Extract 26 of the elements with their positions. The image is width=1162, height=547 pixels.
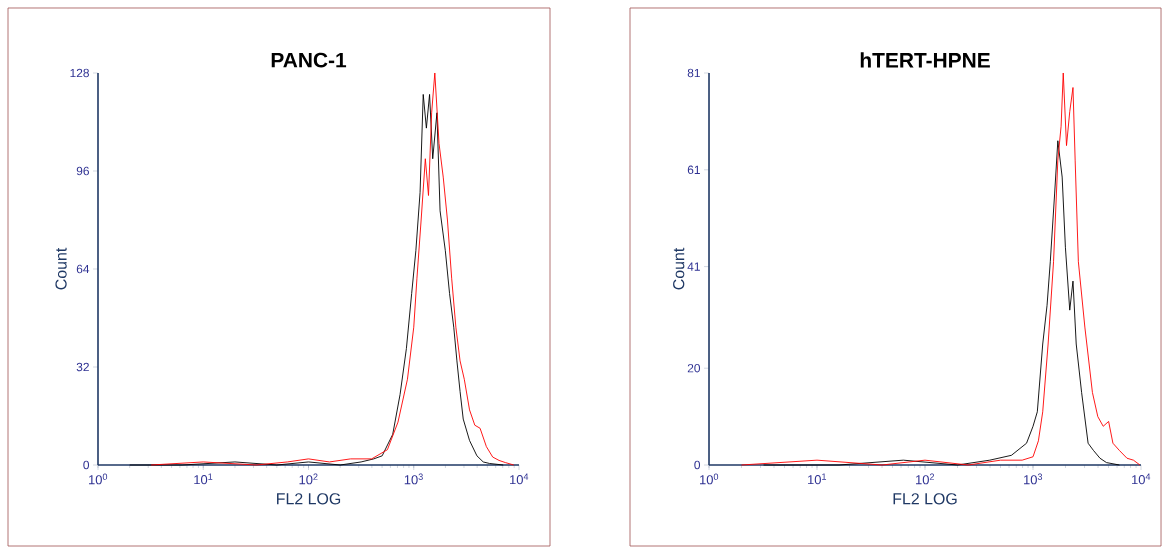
- chart-title: PANC-1: [271, 52, 347, 68]
- y-tick-label: 32: [76, 362, 89, 372]
- x-tick-label: 10$^{0}$: [89, 473, 108, 485]
- x-tick-label: 10$^{1}$: [808, 473, 827, 485]
- y-axis-title: Count: [673, 247, 685, 290]
- y-tick-label: 20: [687, 363, 701, 373]
- y-tick-label: 128: [70, 68, 89, 78]
- y-tick-label: 41: [687, 262, 700, 271]
- chart-title: hTERT-HPNE: [860, 52, 990, 68]
- x-tick-label: 10$^{4}$: [1132, 473, 1151, 485]
- x-tick-label: 10$^{2}$: [299, 473, 318, 485]
- x-tick-label: 10$^{1}$: [194, 473, 213, 485]
- y-tick-label: 0: [694, 460, 701, 470]
- y-tick-label: 61: [687, 165, 700, 175]
- y-tick-label: 64: [76, 264, 90, 274]
- x-axis-title: FL2 LOG: [893, 493, 957, 505]
- x-tick-label: 10$^{3}$: [1024, 473, 1043, 485]
- x-axis-title: FL2 LOG: [277, 493, 341, 505]
- y-tick-label: 81: [687, 68, 700, 78]
- x-tick-label: 10$^{0}$: [700, 473, 719, 485]
- x-tick-label: 10$^{3}$: [404, 473, 423, 485]
- y-tick-label: 96: [76, 166, 89, 176]
- x-tick-label: 10$^{2}$: [916, 473, 935, 485]
- x-tick-label: 10$^{4}$: [510, 473, 529, 485]
- y-axis-title: Count: [55, 247, 67, 290]
- y-tick-label: 0: [83, 460, 90, 470]
